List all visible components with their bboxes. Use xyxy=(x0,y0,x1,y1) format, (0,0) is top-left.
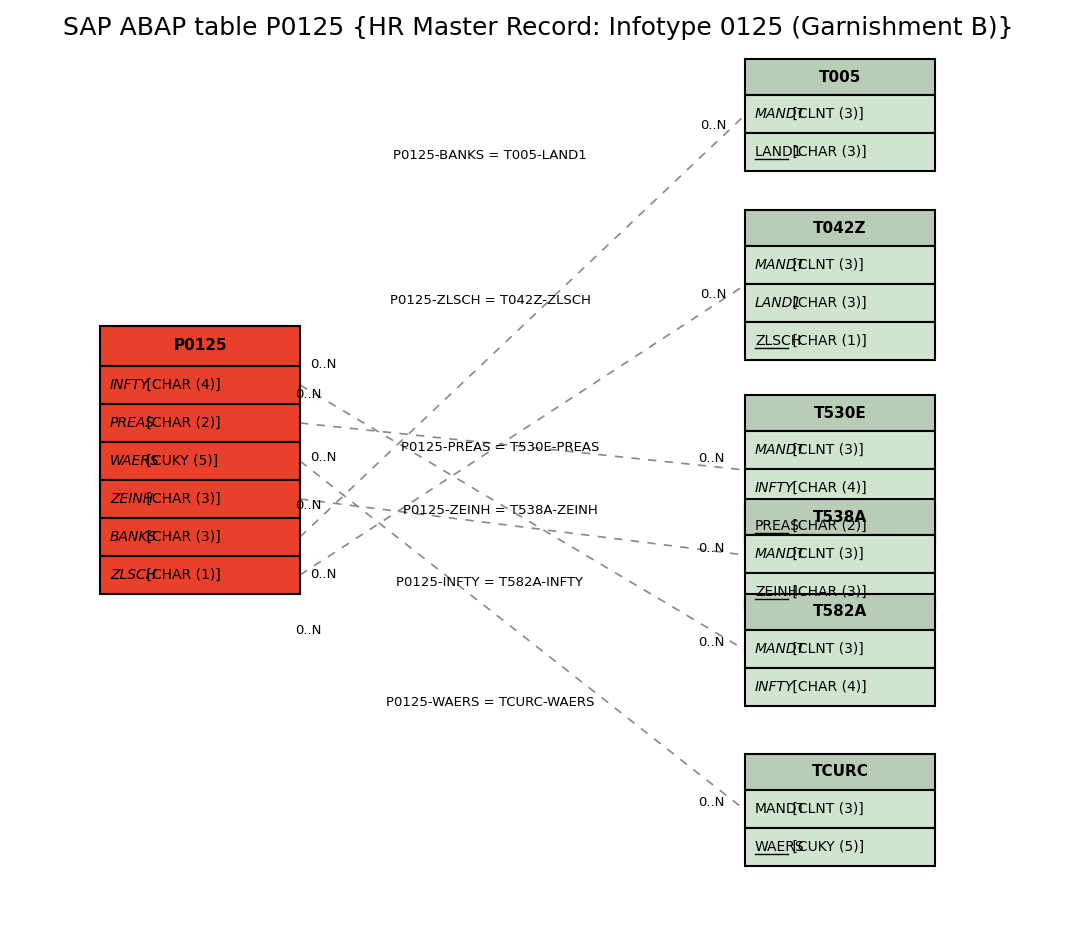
Bar xyxy=(745,469,935,507)
Text: P0125-PREAS = T530E-PREAS: P0125-PREAS = T530E-PREAS xyxy=(401,440,599,453)
Bar xyxy=(100,366,300,404)
Text: MANDT: MANDT xyxy=(755,802,806,816)
Bar xyxy=(745,59,935,95)
Text: ZEINH: ZEINH xyxy=(755,585,798,599)
Text: ZEINH: ZEINH xyxy=(110,492,153,506)
Bar xyxy=(100,326,300,366)
Bar xyxy=(745,790,935,828)
Text: MANDT: MANDT xyxy=(755,258,806,272)
Text: MANDT: MANDT xyxy=(755,107,806,121)
Text: [CHAR (4)]: [CHAR (4)] xyxy=(788,481,866,495)
Text: LAND1: LAND1 xyxy=(755,296,802,310)
Text: 0..N: 0..N xyxy=(700,119,726,132)
Text: 0..N: 0..N xyxy=(310,568,337,581)
Text: [CHAR (4)]: [CHAR (4)] xyxy=(788,680,866,694)
Text: T042Z: T042Z xyxy=(813,221,867,235)
Text: [CHAR (2)]: [CHAR (2)] xyxy=(788,519,866,533)
Bar xyxy=(745,499,935,535)
Text: 0..N: 0..N xyxy=(295,624,322,637)
Text: INFTY: INFTY xyxy=(755,481,794,495)
Text: P0125-INFTY = T582A-INFTY: P0125-INFTY = T582A-INFTY xyxy=(396,577,583,590)
Bar xyxy=(100,518,300,556)
Bar xyxy=(100,404,300,442)
Text: [CHAR (3)]: [CHAR (3)] xyxy=(142,492,222,506)
Text: T582A: T582A xyxy=(812,604,867,619)
Text: ZLSCH: ZLSCH xyxy=(755,334,802,348)
Text: PREAS: PREAS xyxy=(110,416,155,430)
Text: BANKS: BANKS xyxy=(110,530,157,544)
Bar xyxy=(745,668,935,706)
Text: LAND1: LAND1 xyxy=(755,145,803,159)
Text: [CHAR (3)]: [CHAR (3)] xyxy=(142,530,222,544)
Text: T538A: T538A xyxy=(813,510,867,525)
Bar xyxy=(745,630,935,668)
Text: INFTY: INFTY xyxy=(110,378,150,392)
Text: WAERS: WAERS xyxy=(755,840,805,854)
Text: [CHAR (3)]: [CHAR (3)] xyxy=(788,145,866,159)
Text: 0..N: 0..N xyxy=(700,288,726,301)
Text: T005: T005 xyxy=(819,70,861,84)
Text: [CLNT (3)]: [CLNT (3)] xyxy=(788,642,863,656)
Text: P0125-BANKS = T005-LAND1: P0125-BANKS = T005-LAND1 xyxy=(393,148,586,161)
Text: 0..N: 0..N xyxy=(310,451,337,464)
Bar xyxy=(100,442,300,480)
Text: [CHAR (4)]: [CHAR (4)] xyxy=(142,378,222,392)
Bar xyxy=(745,133,935,171)
Bar xyxy=(745,246,935,284)
Bar xyxy=(745,210,935,246)
Bar xyxy=(100,556,300,594)
Text: 0..N: 0..N xyxy=(310,359,337,372)
Bar xyxy=(745,431,935,469)
Text: [CLNT (3)]: [CLNT (3)] xyxy=(788,107,863,121)
Text: PREAS: PREAS xyxy=(755,519,799,533)
Bar xyxy=(745,95,935,133)
Bar xyxy=(745,594,935,630)
Text: MANDT: MANDT xyxy=(755,547,806,561)
Bar xyxy=(745,507,935,545)
Text: MANDT: MANDT xyxy=(755,642,806,656)
Bar xyxy=(745,828,935,866)
Text: [CLNT (3)]: [CLNT (3)] xyxy=(788,258,863,272)
Text: [CHAR (1)]: [CHAR (1)] xyxy=(788,334,866,348)
Text: 0..N: 0..N xyxy=(698,541,724,554)
Bar xyxy=(745,395,935,431)
Bar xyxy=(745,573,935,611)
Text: [CUKY (5)]: [CUKY (5)] xyxy=(142,454,218,468)
Text: 0..N: 0..N xyxy=(698,637,724,650)
Text: [CHAR (1)]: [CHAR (1)] xyxy=(142,568,222,582)
Text: [CLNT (3)]: [CLNT (3)] xyxy=(788,802,863,816)
Text: [CLNT (3)]: [CLNT (3)] xyxy=(788,443,863,457)
Bar xyxy=(100,480,300,518)
Text: T530E: T530E xyxy=(813,405,866,421)
Text: WAERS: WAERS xyxy=(110,454,159,468)
Text: 0..N: 0..N xyxy=(698,796,724,809)
Text: P0125-ZLSCH = T042Z-ZLSCH: P0125-ZLSCH = T042Z-ZLSCH xyxy=(390,294,591,307)
Text: MANDT: MANDT xyxy=(755,443,806,457)
Text: 0..N: 0..N xyxy=(698,451,724,464)
Text: P0125: P0125 xyxy=(173,338,227,353)
Text: SAP ABAP table P0125 {HR Master Record: Infotype 0125 (Garnishment B)}: SAP ABAP table P0125 {HR Master Record: … xyxy=(62,16,1014,40)
Bar xyxy=(745,284,935,322)
Text: 0..N: 0..N xyxy=(295,499,322,512)
Text: 0..N: 0..N xyxy=(295,388,322,401)
Text: P0125-ZEINH = T538A-ZEINH: P0125-ZEINH = T538A-ZEINH xyxy=(402,503,597,516)
Text: [CLNT (3)]: [CLNT (3)] xyxy=(788,547,863,561)
Text: [CHAR (3)]: [CHAR (3)] xyxy=(788,585,866,599)
Text: [CHAR (3)]: [CHAR (3)] xyxy=(788,296,866,310)
Text: P0125-WAERS = TCURC-WAERS: P0125-WAERS = TCURC-WAERS xyxy=(386,696,594,709)
Text: ZLSCH: ZLSCH xyxy=(110,568,156,582)
Bar xyxy=(745,535,935,573)
Bar xyxy=(745,322,935,360)
Text: [CUKY (5)]: [CUKY (5)] xyxy=(788,840,864,854)
Text: [CHAR (2)]: [CHAR (2)] xyxy=(142,416,222,430)
Text: INFTY: INFTY xyxy=(755,680,794,694)
Text: TCURC: TCURC xyxy=(811,765,868,780)
Bar xyxy=(745,754,935,790)
